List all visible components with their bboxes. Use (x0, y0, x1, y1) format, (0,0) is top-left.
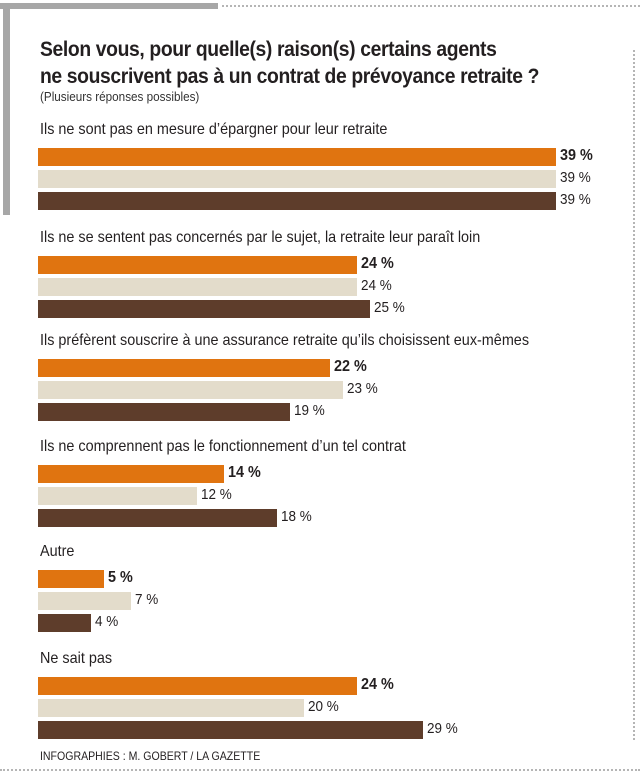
data-label: 29 % (427, 720, 458, 737)
category-label: Ils ne sont pas en mesure d’épargner pou… (40, 121, 388, 138)
bar (38, 192, 556, 210)
bar (38, 170, 556, 188)
title-line-2: ne souscrivent pas à un contrat de prévo… (40, 65, 540, 88)
dotted-border-bottom (0, 769, 640, 771)
bar (38, 256, 357, 274)
bar (38, 721, 423, 739)
data-label: 12 % (201, 486, 232, 503)
bar (38, 300, 370, 318)
bar (38, 592, 131, 610)
dotted-border-right (633, 50, 635, 740)
bar (38, 381, 343, 399)
bar (38, 403, 290, 421)
data-label: 4 % (95, 613, 119, 630)
chart-subtitle: (Plusieurs réponses possibles) (40, 89, 200, 104)
bar (38, 677, 357, 695)
dotted-border-top (222, 5, 640, 7)
bar (38, 359, 330, 377)
category-label: Ils préfèrent souscrire à une assurance … (40, 332, 530, 349)
bar (38, 487, 197, 505)
data-label: 7 % (135, 591, 159, 608)
bar (38, 465, 224, 483)
title-line-1: Selon vous, pour quelle(s) raison(s) cer… (40, 38, 497, 61)
bar (38, 509, 277, 527)
credit: INFOGRAPHIES : M. GOBERT / LA GAZETTE (40, 749, 261, 763)
data-label: 25 % (374, 299, 405, 316)
data-label: 24 % (361, 277, 392, 294)
data-label: 5 % (108, 569, 133, 586)
data-label: 39 % (560, 169, 591, 186)
category-label: Autre (40, 543, 75, 560)
frame-top-bar (0, 3, 218, 9)
data-label: 39 % (560, 147, 593, 164)
data-label: 39 % (560, 191, 591, 208)
data-label: 22 % (334, 358, 367, 375)
bar (38, 278, 357, 296)
data-label: 14 % (228, 464, 261, 481)
data-label: 24 % (361, 255, 394, 272)
frame-left-bar (3, 3, 10, 215)
bar (38, 614, 91, 632)
category-label: Ne sait pas (40, 650, 113, 667)
data-label: 23 % (347, 380, 378, 397)
bar (38, 699, 304, 717)
data-label: 24 % (361, 676, 394, 693)
category-label: Ils ne se sentent pas concernés par le s… (40, 229, 481, 246)
bar (38, 148, 556, 166)
chart-title: Selon vous, pour quelle(s) raison(s) cer… (40, 36, 539, 90)
category-label: Ils ne comprennent pas le fonctionnement… (40, 438, 406, 455)
bar (38, 570, 104, 588)
data-label: 20 % (308, 698, 339, 715)
data-label: 18 % (281, 508, 312, 525)
data-label: 19 % (294, 402, 325, 419)
